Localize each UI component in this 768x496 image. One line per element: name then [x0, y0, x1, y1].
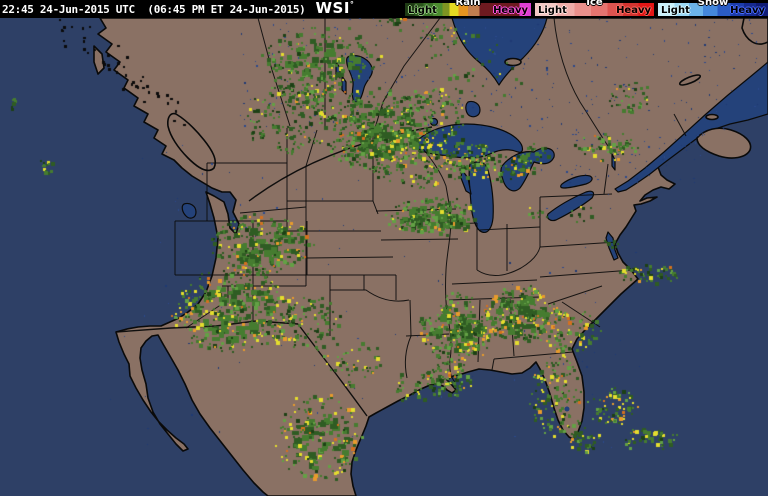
legend-ice: Ice Light Heavy — [535, 0, 654, 18]
legend-ice-heavy-label: Heavy — [616, 5, 651, 16]
legend-rain-bar — [405, 3, 531, 16]
legend-snow-heavy-label: Heavy — [730, 5, 765, 16]
radar-echoes-layer — [0, 18, 768, 496]
legend-snow-title: Snow — [697, 0, 729, 8]
legend-ice-title: Ice — [586, 0, 603, 8]
wsi-logo: WSI° — [315, 0, 355, 17]
legend-snow-bar — [658, 3, 768, 16]
legend-rain-light-label: Light — [408, 5, 437, 16]
wsi-logo-mark: ° — [349, 0, 355, 9]
legend-rain-heavy-label: Heavy — [493, 5, 528, 16]
header-bar: 22:45 24-Jun-2015 UTC (06:45 PM ET 24-Ju… — [0, 0, 768, 18]
legend-rain: Rain Light Heavy — [405, 0, 531, 18]
timestamp: 22:45 24-Jun-2015 UTC (06:45 PM ET 24-Ju… — [2, 2, 306, 16]
legend-ice-bar — [535, 3, 654, 16]
legend-rain-title: Rain — [455, 0, 481, 8]
legend-snow: Snow Light Heavy — [658, 0, 768, 18]
legend-snow-light-label: Light — [661, 5, 690, 16]
radar-map — [0, 18, 768, 496]
precip-legend: Rain Light Heavy Ice Light Heavy Snow Li… — [401, 0, 768, 18]
legend-ice-light-label: Light — [538, 5, 567, 16]
